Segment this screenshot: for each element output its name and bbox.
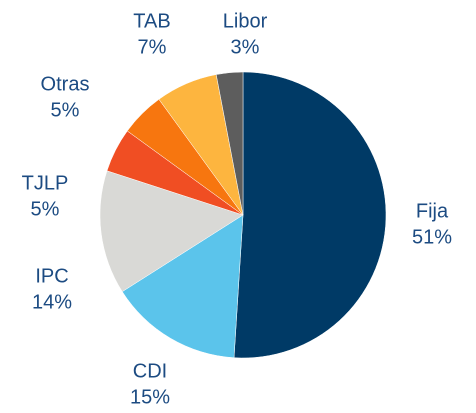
slice-value-label: 14% (32, 291, 72, 313)
slice-label: Otras (41, 73, 90, 95)
slice-label: Libor (223, 10, 268, 32)
slice-label: TAB (133, 10, 170, 32)
slice-label: CDI (133, 360, 167, 382)
slice-value-label: 7% (138, 36, 167, 58)
pie-slice (233, 71, 387, 359)
slice-value-label: 5% (51, 99, 80, 121)
pie-slice (99, 170, 244, 292)
slice-label: IPC (35, 265, 68, 287)
pie-slice (121, 214, 244, 358)
slice-label: TJLP (22, 172, 69, 194)
pie-slice (215, 71, 244, 216)
slice-value-label: 5% (31, 198, 60, 220)
slice-value-label: 15% (130, 386, 170, 408)
slice-value-label: 3% (231, 36, 260, 58)
slice-label: Fija (416, 200, 449, 222)
slice-value-label: 51% (412, 226, 452, 248)
